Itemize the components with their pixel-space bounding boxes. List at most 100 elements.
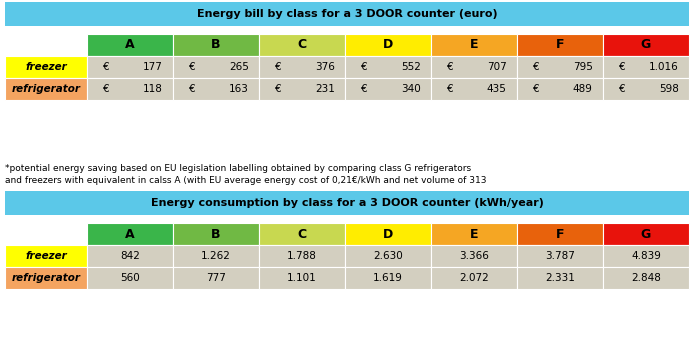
Text: 177: 177 (143, 62, 162, 72)
Bar (431, 245, 517, 267)
Bar (517, 245, 603, 267)
Bar (5, 267, 87, 289)
Text: 3.366: 3.366 (459, 251, 489, 261)
Bar (173, 56, 259, 78)
Bar (173, 34, 259, 56)
Text: C: C (298, 38, 307, 51)
Text: 1.619: 1.619 (373, 273, 403, 283)
Bar (173, 245, 259, 267)
Bar (173, 78, 259, 100)
Text: €: € (532, 62, 539, 72)
Text: A: A (125, 38, 135, 51)
Text: €: € (103, 62, 109, 72)
Text: 2.331: 2.331 (545, 273, 575, 283)
Text: Energy consumption by class for a 3 DOOR counter (kWh/year): Energy consumption by class for a 3 DOOR… (151, 198, 543, 208)
Bar (259, 78, 345, 100)
Text: €: € (618, 62, 625, 72)
Bar (345, 267, 431, 289)
Text: 340: 340 (401, 84, 421, 94)
Text: 2.848: 2.848 (631, 273, 661, 283)
Text: €: € (361, 84, 367, 94)
Bar (431, 34, 517, 56)
Text: 163: 163 (229, 84, 248, 94)
Text: 2.072: 2.072 (459, 273, 489, 283)
Text: Energy bill by class for a 3 DOOR counter (euro): Energy bill by class for a 3 DOOR counte… (196, 9, 498, 19)
Text: F: F (556, 38, 564, 51)
Text: 118: 118 (143, 84, 162, 94)
Bar (603, 245, 689, 267)
Text: E: E (470, 228, 478, 241)
Bar (517, 56, 603, 78)
Text: €: € (447, 84, 453, 94)
Text: A: A (125, 228, 135, 241)
Text: 265: 265 (229, 62, 248, 72)
Bar (517, 267, 603, 289)
Text: 1.016: 1.016 (649, 62, 679, 72)
Text: 376: 376 (315, 62, 335, 72)
Text: G: G (641, 228, 651, 241)
Text: F: F (556, 228, 564, 241)
Bar (603, 223, 689, 245)
Text: *potential energy saving based on EU legislation labelling obtained by comparing: *potential energy saving based on EU leg… (5, 164, 471, 173)
Text: €: € (103, 84, 109, 94)
Text: B: B (211, 38, 221, 51)
Bar (5, 2, 689, 26)
Text: €: € (361, 62, 367, 72)
Bar (5, 191, 689, 215)
Text: G: G (641, 38, 651, 51)
Text: freezer: freezer (25, 62, 67, 72)
Text: 842: 842 (120, 251, 140, 261)
Bar (345, 245, 431, 267)
Text: D: D (383, 38, 393, 51)
Text: 552: 552 (401, 62, 421, 72)
Text: €: € (618, 84, 625, 94)
Bar (345, 34, 431, 56)
Bar (431, 56, 517, 78)
Bar (603, 34, 689, 56)
Bar (259, 245, 345, 267)
Bar (87, 223, 173, 245)
Bar (87, 245, 173, 267)
Text: 1.788: 1.788 (287, 251, 317, 261)
Text: refrigerator: refrigerator (12, 84, 81, 94)
Text: 489: 489 (573, 84, 593, 94)
Text: E: E (470, 38, 478, 51)
Bar (5, 245, 87, 267)
Bar (517, 223, 603, 245)
Text: 707: 707 (487, 62, 507, 72)
Bar (259, 34, 345, 56)
Bar (345, 223, 431, 245)
Text: €: € (447, 62, 453, 72)
Text: €: € (189, 84, 195, 94)
Bar (431, 267, 517, 289)
Bar (259, 267, 345, 289)
Text: 2.630: 2.630 (373, 251, 403, 261)
Text: 598: 598 (659, 84, 679, 94)
Text: €: € (275, 84, 281, 94)
Text: C: C (298, 228, 307, 241)
Bar (603, 78, 689, 100)
Bar (5, 56, 87, 78)
Text: and freezers with equivalent in calss A (with EU average energy cost of 0,21€/kW: and freezers with equivalent in calss A … (5, 176, 486, 185)
Text: 1.101: 1.101 (287, 273, 317, 283)
Text: 4.839: 4.839 (631, 251, 661, 261)
Text: 435: 435 (486, 84, 507, 94)
Text: 231: 231 (315, 84, 335, 94)
Text: 777: 777 (206, 273, 226, 283)
Bar (173, 267, 259, 289)
Bar (87, 267, 173, 289)
Bar (87, 78, 173, 100)
Text: 560: 560 (120, 273, 140, 283)
Bar (603, 56, 689, 78)
Bar (603, 267, 689, 289)
Bar (5, 78, 87, 100)
Bar (345, 56, 431, 78)
Bar (87, 56, 173, 78)
Text: 3.787: 3.787 (545, 251, 575, 261)
Bar (517, 78, 603, 100)
Text: 795: 795 (573, 62, 593, 72)
Text: €: € (275, 62, 281, 72)
Text: refrigerator: refrigerator (12, 273, 81, 283)
Bar (345, 78, 431, 100)
Bar (87, 34, 173, 56)
